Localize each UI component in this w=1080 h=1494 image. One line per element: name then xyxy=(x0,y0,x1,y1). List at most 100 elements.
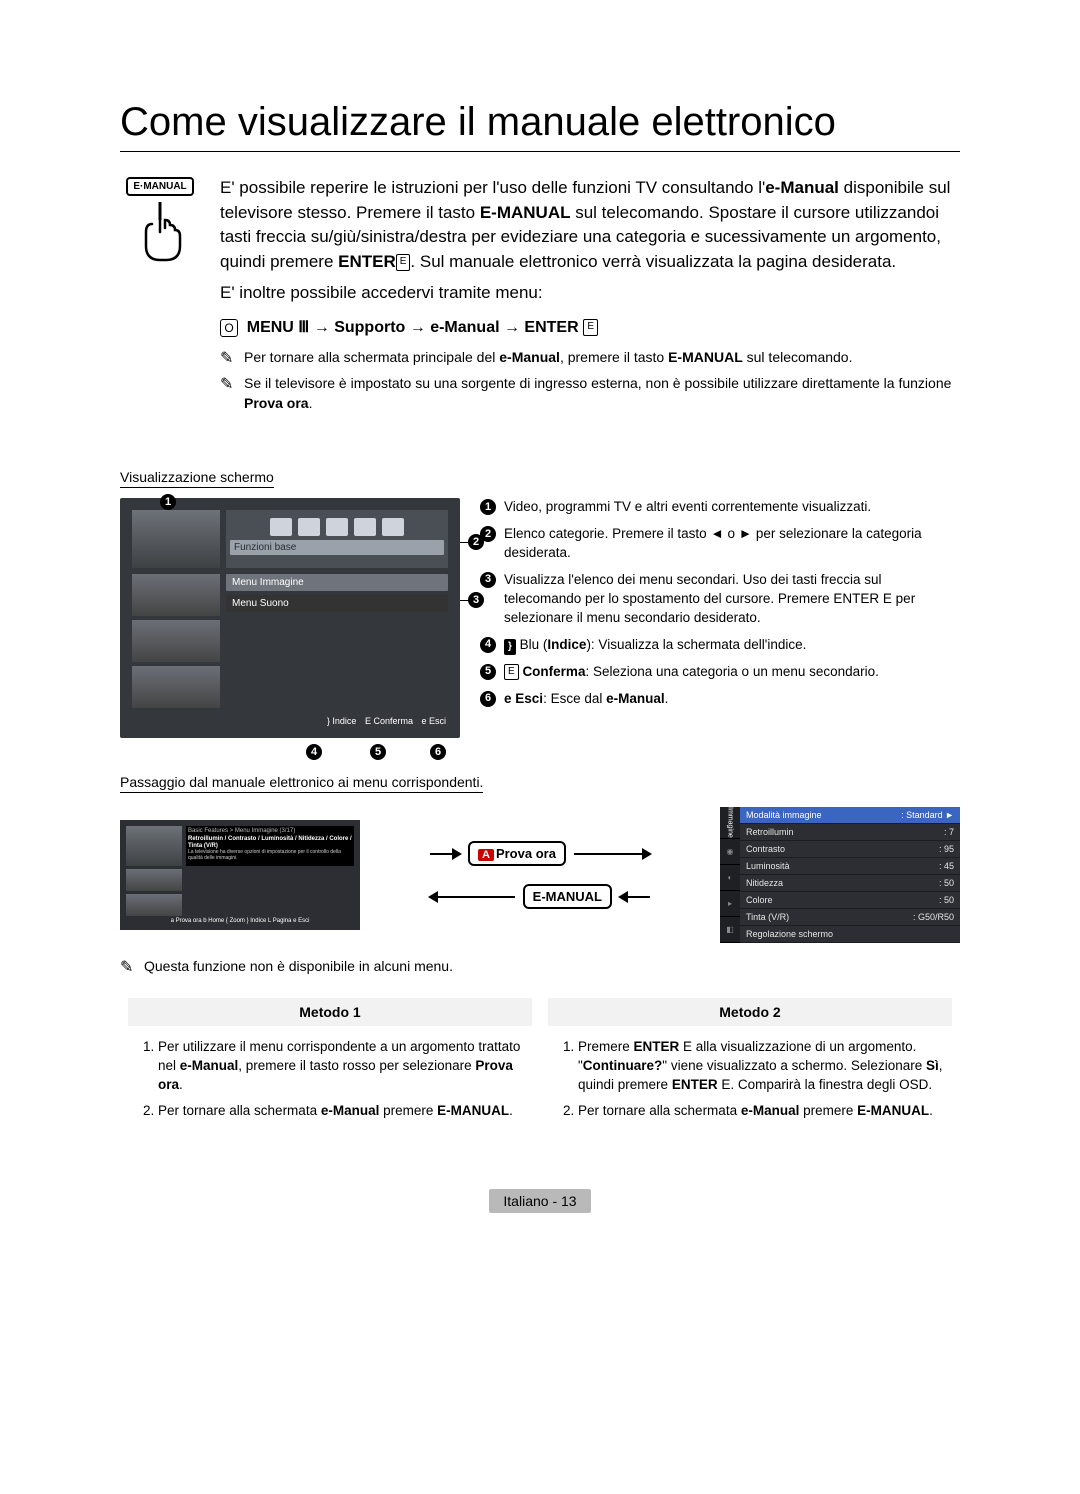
legend-5: E Conferma: Seleziona una categoria o un… xyxy=(504,663,879,682)
blue-key-badge: } xyxy=(504,639,516,655)
footer-esci: e Esci xyxy=(421,716,446,726)
method1-header: Metodo 1 xyxy=(128,998,532,1026)
arrows: AProva ora E-MANUAL xyxy=(430,841,650,909)
m1-step1: Per utilizzare il menu corrispondente a … xyxy=(158,1038,532,1095)
intro-t2: e-Manual xyxy=(765,178,839,197)
enter-icon: E xyxy=(583,319,598,336)
note-icon: ✎ xyxy=(220,348,236,370)
menu-path-row: O MENU Ⅲ → Supporto → e-Manual → ENTER E xyxy=(220,315,960,340)
footer-lang: Italiano xyxy=(503,1193,548,1209)
prova-ora-pill: AProva ora xyxy=(468,841,566,866)
m1s2a: Per tornare alla schermata xyxy=(158,1103,321,1118)
submenu-row: Menu Immagine xyxy=(226,574,448,591)
legend-6: e Esci: Esce dal e-Manual. xyxy=(504,690,668,709)
osd-row: Nitidezza: 50 xyxy=(740,875,960,892)
intro-t6: ENTER xyxy=(338,252,396,271)
m2s2e: . xyxy=(929,1103,933,1118)
side-thumbs xyxy=(132,574,220,712)
note-unavailable-text: Questa funzione non è disponibile in alc… xyxy=(144,957,453,979)
mini-title: Retroillumin / Contrasto / Luminosità / … xyxy=(188,836,352,849)
n2a: Se il televisore è impostato su una sorg… xyxy=(244,375,951,391)
m1s2c: premere xyxy=(379,1103,437,1118)
hand-press-icon xyxy=(130,196,190,266)
callout-5: 5 xyxy=(370,744,386,760)
m2-step2: Per tornare alla schermata e-Manual prem… xyxy=(578,1102,952,1121)
legend-2: Elenco categorie. Premere il tasto ◄ o ►… xyxy=(504,525,960,563)
tv-footer: } Indice E Conferma e Esci xyxy=(132,712,448,726)
osd-row: Contrasto: 95 xyxy=(740,841,960,858)
submenu-list: Menu Immagine Menu Suono xyxy=(226,574,448,712)
l5c: : Seleziona una categoria o un menu seco… xyxy=(585,664,878,679)
e-manual-button-label: E·MANUAL xyxy=(126,177,193,196)
m2s2c: premere xyxy=(799,1103,857,1118)
osd-row: Regolazione schermo xyxy=(740,926,960,943)
m1s2d: E-MANUAL xyxy=(437,1103,509,1118)
n2c: . xyxy=(309,395,313,411)
m2s1b: ENTER xyxy=(634,1039,680,1054)
legend: 1Video, programmi TV e altri eventi corr… xyxy=(480,498,960,738)
l4b: Indice xyxy=(547,637,586,652)
m1s2b: e-Manual xyxy=(321,1103,380,1118)
m2s2b: e-Manual xyxy=(741,1103,800,1118)
transition-row: Basic Features > Menu Immagine (3/17) Re… xyxy=(120,807,960,943)
callout-6: 6 xyxy=(430,744,446,760)
intro-p2: E' inoltre possibile accedervi tramite m… xyxy=(220,281,960,306)
m1s1e: . xyxy=(179,1077,183,1092)
m1-step2: Per tornare alla schermata e-Manual prem… xyxy=(158,1102,532,1121)
osd-row: Luminosità: 45 xyxy=(740,858,960,875)
footer-indice: } Indice xyxy=(327,716,357,726)
n1d: E-MANUAL xyxy=(668,349,743,365)
callout-4: 4 xyxy=(306,744,322,760)
l6e: . xyxy=(665,691,669,706)
osd-row: Retroillumin: 7 xyxy=(740,824,960,841)
intro-t4: E-MANUAL xyxy=(480,203,571,222)
intro-t7: . Sul manuale elettronico verrà visualiz… xyxy=(410,252,896,271)
footer-sep: - xyxy=(549,1193,561,1209)
osd-side-label: Immagine xyxy=(720,807,740,839)
title-rule xyxy=(120,151,960,152)
submenu-row: Menu Suono xyxy=(226,595,448,612)
m2s1i: E. Comparirà la finestra degli OSD. xyxy=(718,1077,933,1092)
m2s1f: Sì xyxy=(926,1058,939,1073)
page-title: Come visualizzare il manuale elettronico xyxy=(120,100,960,145)
osd-icon: O xyxy=(220,319,238,337)
n1c: , premere il tasto xyxy=(560,349,668,365)
enter-icon: E xyxy=(504,664,519,680)
intro-t1: E' possibile reperire le istruzioni per … xyxy=(220,178,765,197)
osd-row: Tinta (V/R): G50/R50 xyxy=(740,909,960,926)
legend-1: Video, programmi TV e altri eventi corre… xyxy=(504,498,871,517)
n2b: Prova ora xyxy=(244,395,309,411)
l5b: Conferma xyxy=(522,664,585,679)
category-tab: Funzioni base xyxy=(230,540,444,555)
methods: Metodo 1 Per utilizzare il menu corrispo… xyxy=(120,998,960,1130)
category-iconbar xyxy=(230,514,444,536)
prova-label: Prova ora xyxy=(496,846,556,861)
n1a: Per tornare alla schermata principale de… xyxy=(244,349,499,365)
l4c: ): Visualizza la schermata dell'indice. xyxy=(586,637,806,652)
m1s1c: , premere il tasto rosso per selezionare xyxy=(238,1058,475,1073)
n1e: sul telecomando. xyxy=(743,349,853,365)
section-passaggio: Passaggio dal manuale elettronico ai men… xyxy=(120,774,483,793)
video-thumb xyxy=(132,510,220,568)
m2s2d: E-MANUAL xyxy=(857,1103,929,1118)
footer-conferma: E Conferma xyxy=(365,716,413,726)
m2s2a: Per tornare alla schermata xyxy=(578,1103,741,1118)
m1s1b: e-Manual xyxy=(180,1058,239,1073)
m2s1h: ENTER xyxy=(672,1077,718,1092)
osd-row: Modalità immagine: Standard ► xyxy=(740,807,960,824)
l6b: Esci xyxy=(515,691,543,706)
osd-row: Colore: 50 xyxy=(740,892,960,909)
note-icon: ✎ xyxy=(220,374,236,413)
intro-text: E' possibile reperire le istruzioni per … xyxy=(220,176,960,417)
visualization-row: Funzioni base Menu Immagine Menu Suono }… xyxy=(120,498,960,738)
emanual-pill: E-MANUAL xyxy=(523,884,612,909)
note-icon: ✎ xyxy=(120,957,136,979)
mini-emanual-screenshot: Basic Features > Menu Immagine (3/17) Re… xyxy=(120,820,360,930)
osd-menu-screenshot: Immagine ◉◐▸◧ Modalità immagine: Standar… xyxy=(720,807,960,943)
note-2: ✎ Se il televisore è impostato su una so… xyxy=(220,374,960,413)
l6c: : Esce dal xyxy=(543,691,606,706)
enter-icon: E xyxy=(396,254,411,271)
tv-screenshot: Funzioni base Menu Immagine Menu Suono }… xyxy=(120,498,460,738)
mini-header: Basic Features > Menu Immagine (3/17) xyxy=(188,828,352,835)
menu-path-text: MENU Ⅲ → Supporto → e-Manual → ENTER xyxy=(247,319,579,336)
